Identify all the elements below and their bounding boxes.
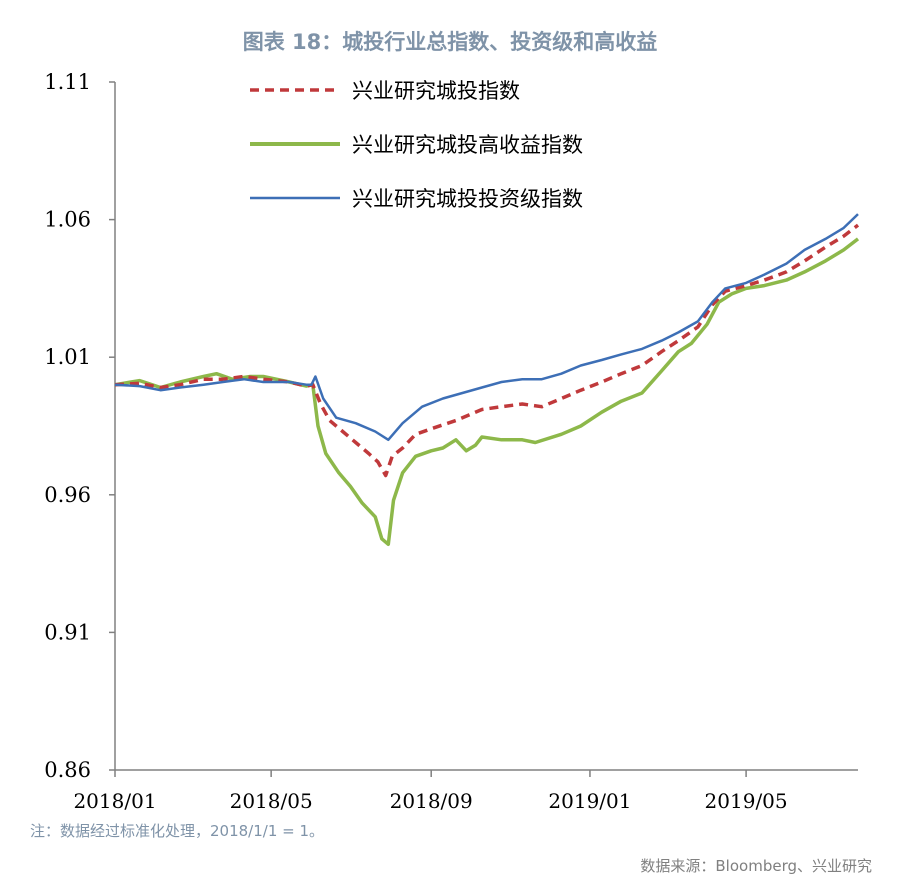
source-note: 数据来源：Bloomberg、兴业研究 [640, 857, 872, 875]
x-tick-label: 2019/05 [705, 789, 788, 813]
legend-label-2: 兴业研究城投投资级指数 [352, 187, 583, 211]
legend-label-1: 兴业研究城投高收益指数 [352, 133, 583, 157]
series-line-0 [114, 223, 860, 478]
y-tick-label: 0.86 [44, 758, 91, 782]
y-tick-label: 0.91 [44, 620, 91, 644]
legend-label-0: 兴业研究城投指数 [352, 79, 520, 103]
x-tick-label: 2019/01 [548, 789, 631, 813]
footnote: 注：数据经过标准化处理，2018/1/1 = 1。 [30, 822, 325, 840]
x-tick-label: 2018/09 [390, 789, 473, 813]
x-tick-label: 2018/05 [230, 789, 313, 813]
y-tick-label: 1.11 [44, 70, 91, 94]
chart-title: 图表 18：城投行业总指数、投资级和高收益 [242, 30, 658, 54]
axes: 0.86 0.91 0.96 1.01 1.06 1.11 2018/01 2018/05 20… [44, 70, 858, 813]
series-line-1 [114, 237, 860, 547]
y-tick-label: 0.96 [44, 483, 91, 507]
x-tick-label: 2018/01 [73, 789, 156, 813]
y-tick-label: 1.01 [44, 345, 91, 369]
y-tick-label: 1.06 [44, 208, 91, 232]
series-line-2 [114, 213, 859, 442]
plot-lines [114, 213, 860, 547]
